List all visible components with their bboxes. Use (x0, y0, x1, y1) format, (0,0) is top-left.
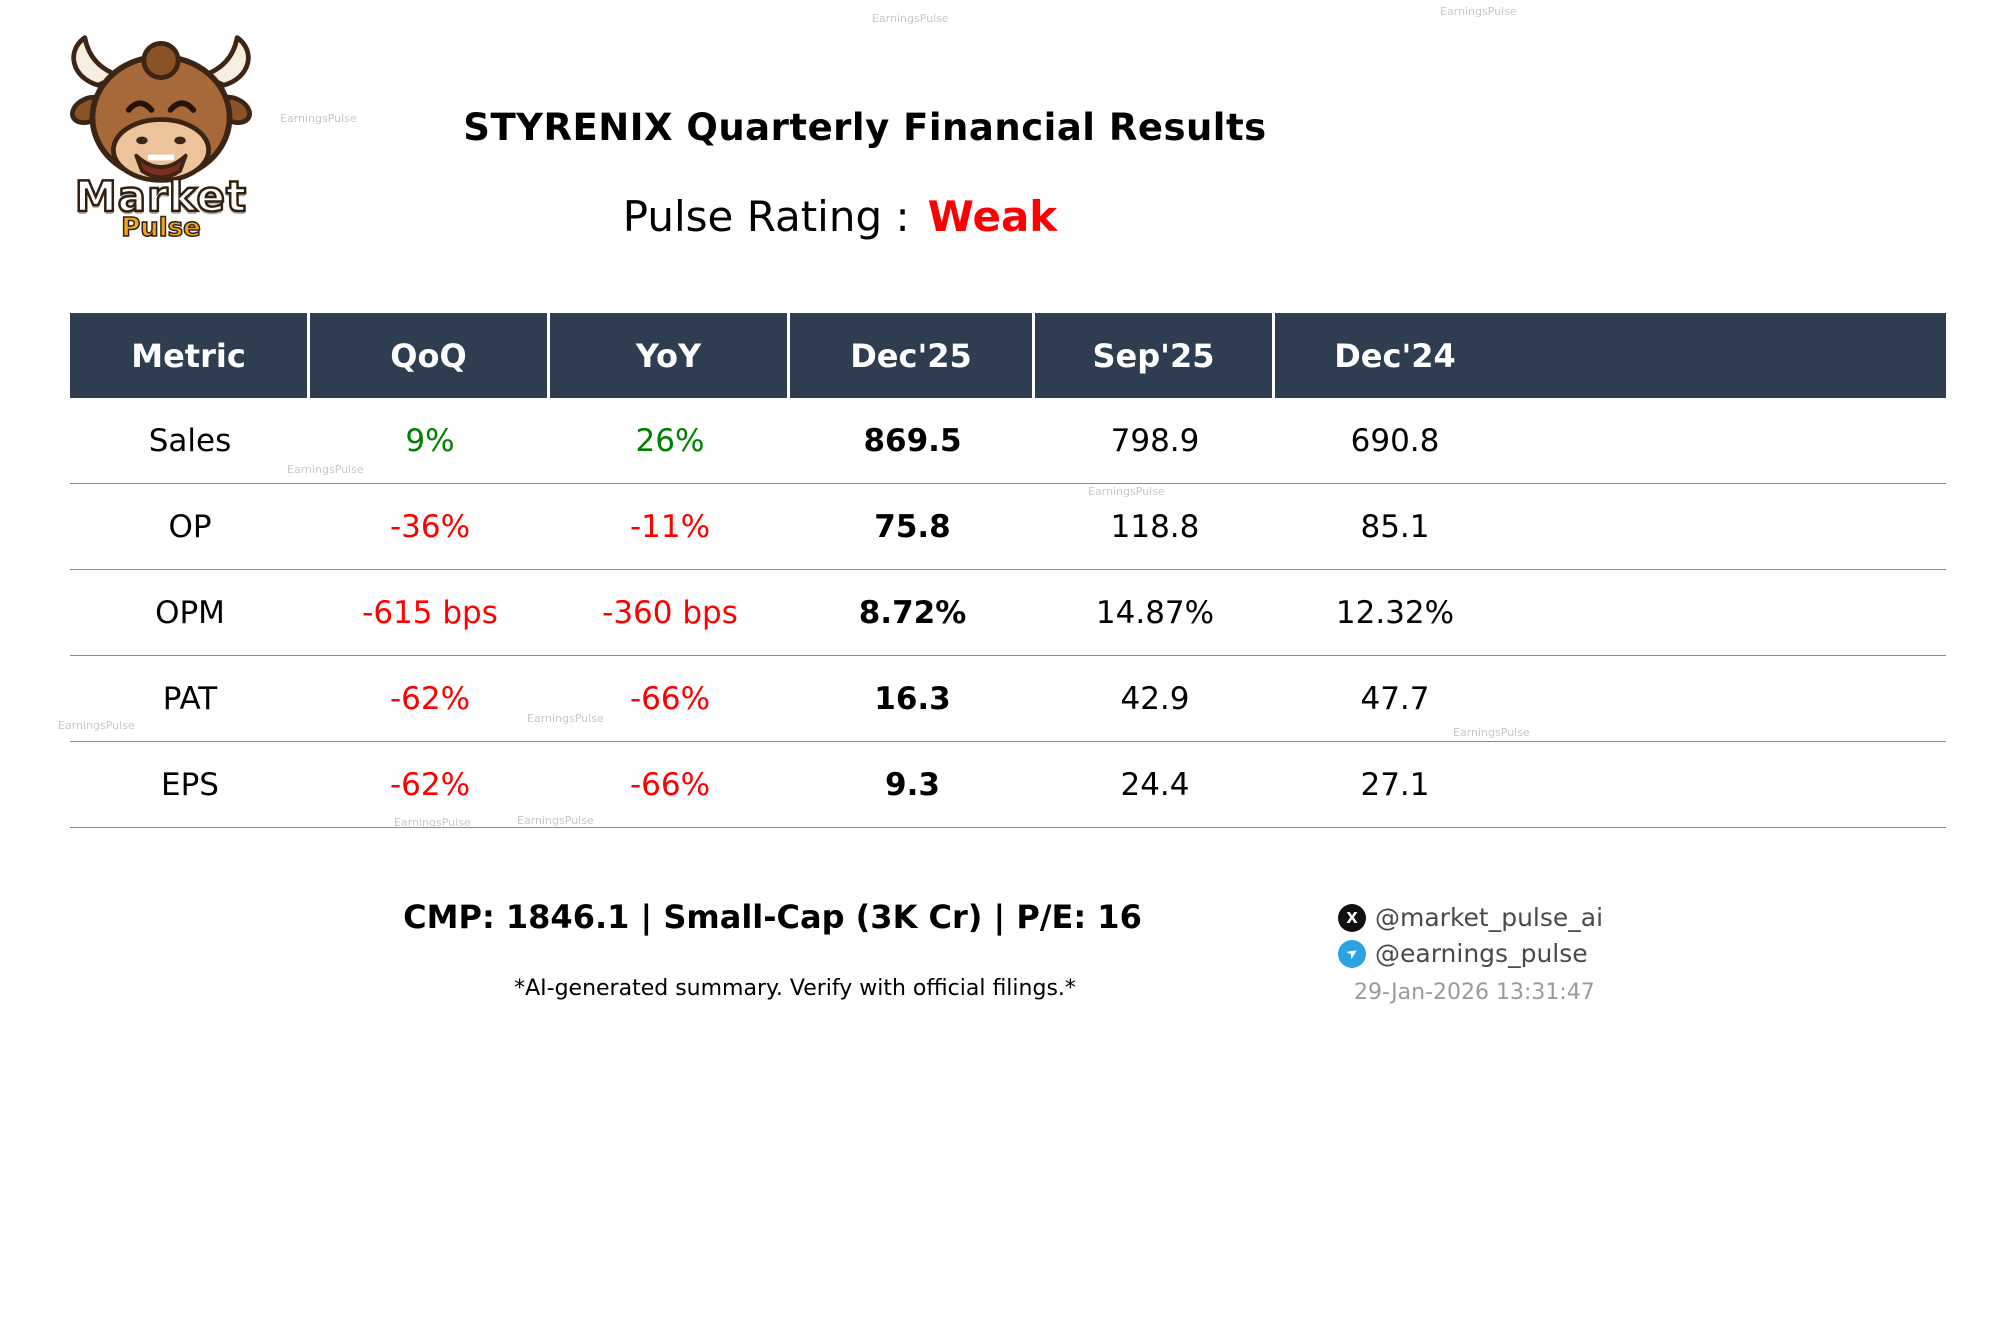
watermark: EarningsPulse (58, 719, 135, 732)
sep25-value: 798.9 (1110, 422, 1200, 459)
rating-value: Weak (927, 192, 1058, 241)
dec24-value: 47.7 (1360, 680, 1430, 717)
dec25-value: 16.3 (874, 680, 951, 717)
telegram-handle-row: ➤ @earnings_pulse (1338, 939, 1603, 968)
table-header-row: Metric QoQ YoY Dec'25 Sep'25 Dec'24 (70, 313, 1946, 398)
table-row-eps: EPS -62% -66% 9.3 24.4 27.1 (70, 742, 1946, 828)
dec24-value: 12.32% (1335, 594, 1455, 631)
qoq-value: -615 bps (362, 594, 498, 631)
watermark: EarningsPulse (394, 816, 471, 829)
logo: Market Pulse (52, 30, 270, 244)
filler-cell (1515, 484, 1946, 569)
telegram-handle: @earnings_pulse (1375, 939, 1588, 968)
qoq-value: 9% (405, 422, 455, 459)
metric-label: Sales (148, 422, 232, 459)
bull-icon (70, 35, 252, 183)
header-cell-dec25: Dec'25 (790, 313, 1035, 398)
watermark: EarningsPulse (527, 712, 604, 725)
social-block: X @market_pulse_ai ➤ @earnings_pulse 29-… (1338, 903, 1603, 1005)
qoq-value: -36% (389, 508, 471, 545)
yoy-value: -360 bps (602, 594, 738, 631)
watermark: EarningsPulse (517, 814, 594, 827)
filler-cell (1515, 656, 1946, 741)
dec25-value: 9.3 (885, 766, 940, 803)
x-icon: X (1338, 903, 1366, 932)
header-cell-metric: Metric (70, 313, 310, 398)
dec24-value: 690.8 (1350, 422, 1440, 459)
watermark: EarningsPulse (872, 12, 949, 25)
qoq-value: -62% (389, 766, 471, 803)
watermark: EarningsPulse (280, 112, 357, 125)
table-row-opm: OPM -615 bps -360 bps 8.72% 14.87% 12.32… (70, 570, 1946, 656)
results-table: Metric QoQ YoY Dec'25 Sep'25 Dec'24 Sale… (70, 313, 1946, 828)
filler-cell (1515, 570, 1946, 655)
telegram-icon: ➤ (1338, 939, 1366, 968)
header-cell-yoy: YoY (550, 313, 790, 398)
filler-cell (1515, 742, 1946, 827)
logo-brand-line1: Market (74, 171, 248, 223)
metric-label: OP (168, 508, 212, 545)
watermark: EarningsPulse (287, 463, 364, 476)
metric-label: EPS (161, 766, 219, 803)
watermark: EarningsPulse (1088, 485, 1165, 498)
yoy-value: -66% (629, 680, 711, 717)
header-cell-sep25: Sep'25 (1035, 313, 1275, 398)
dec24-value: 27.1 (1360, 766, 1430, 803)
dec24-value: 85.1 (1360, 508, 1430, 545)
watermark: EarningsPulse (1453, 726, 1530, 739)
qoq-value: -62% (389, 680, 471, 717)
dec25-value: 869.5 (863, 422, 962, 459)
yoy-value: -11% (629, 508, 711, 545)
x-handle-row: X @market_pulse_ai (1338, 903, 1603, 932)
yoy-value: 26% (635, 422, 705, 459)
sep25-value: 42.9 (1120, 680, 1190, 717)
sep25-value: 24.4 (1120, 766, 1190, 803)
dec25-value: 8.72% (858, 594, 967, 631)
timestamp: 29-Jan-2026 13:31:47 (1354, 980, 1595, 1005)
sep25-value: 118.8 (1110, 508, 1200, 545)
disclaimer: *AI-generated summary. Verify with offic… (514, 976, 1076, 1001)
header-cell-qoq: QoQ (310, 313, 550, 398)
logo-brand-line2: Pulse (120, 212, 201, 244)
x-handle: @market_pulse_ai (1375, 903, 1604, 932)
header-cell-dec24: Dec'24 (1334, 336, 1456, 375)
page-title: STYRENIX Quarterly Financial Results (463, 106, 1267, 149)
header-cell-filler (1515, 313, 1946, 398)
dec25-value: 75.8 (874, 508, 951, 545)
watermark: EarningsPulse (1440, 5, 1517, 18)
rating-label: Pulse Rating : (622, 192, 910, 241)
metric-label: OPM (155, 594, 225, 631)
filler-cell (1515, 398, 1946, 483)
table-row-op: OP -36% -11% 75.8 118.8 85.1 (70, 484, 1946, 570)
yoy-value: -66% (629, 766, 711, 803)
sep25-value: 14.87% (1095, 594, 1215, 631)
table-row-pat: PAT -62% -66% 16.3 42.9 47.7 (70, 656, 1946, 742)
cmp-summary-line: CMP: 1846.1 | Small-Cap (3K Cr) | P/E: 1… (403, 898, 1142, 936)
metric-label: PAT (162, 680, 218, 717)
table-row-sales: Sales 9% 26% 869.5 798.9 690.8 (70, 398, 1946, 484)
